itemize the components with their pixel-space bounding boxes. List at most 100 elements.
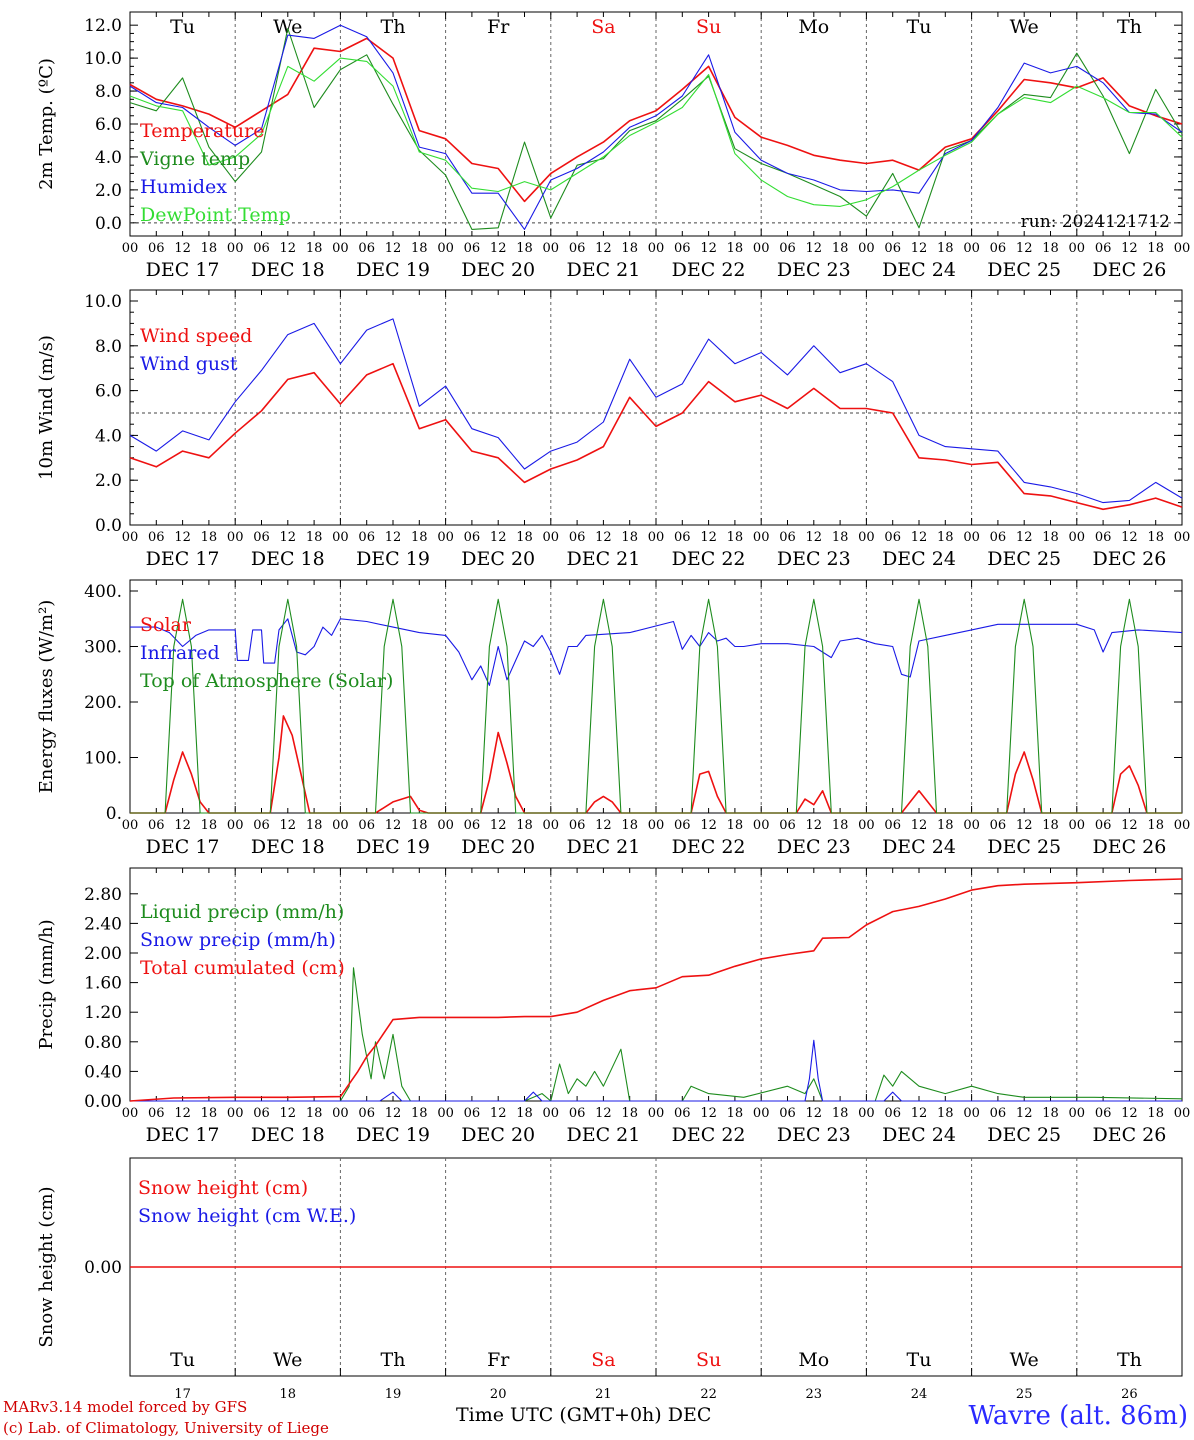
day-number-label: 21 xyxy=(595,1387,612,1402)
hour-tick-label: 06 xyxy=(148,1106,165,1121)
hour-tick-label: 12 xyxy=(174,530,191,545)
hour-tick-label: 06 xyxy=(779,241,796,256)
date-label: DEC 24 xyxy=(882,548,956,570)
y-tick-label: 2.40 xyxy=(84,914,122,934)
hour-tick-label: 06 xyxy=(358,1106,375,1121)
weekday-label: We xyxy=(273,1349,302,1371)
y-tick-label: 1.20 xyxy=(84,1003,122,1023)
y-tick-label: 4.0 xyxy=(95,148,122,168)
date-label: DEC 25 xyxy=(987,259,1061,281)
hour-tick-label: 06 xyxy=(884,241,901,256)
day-number-label: 18 xyxy=(280,1387,297,1402)
hour-tick-label: 06 xyxy=(779,818,796,833)
hour-tick-label: 00 xyxy=(122,530,139,545)
hour-tick-label: 12 xyxy=(174,241,191,256)
day-number-label: 22 xyxy=(700,1387,717,1402)
weekday-label: Tu xyxy=(907,16,932,38)
hour-tick-label: 06 xyxy=(464,241,481,256)
hour-tick-label: 18 xyxy=(832,241,849,256)
date-label: DEC 23 xyxy=(777,259,851,281)
series-line-vigne-temp xyxy=(129,27,1183,230)
hour-tick-label: 12 xyxy=(490,1106,507,1121)
hour-tick-label: 00 xyxy=(648,1106,665,1121)
hour-tick-label: 12 xyxy=(1016,1106,1033,1121)
date-label: DEC 22 xyxy=(672,259,746,281)
panel-energy: 00 06 12 18 00 06 12 18 00 06 12 18 00 06 12 18 00 06 12 18… xyxy=(36,579,1191,858)
hour-tick-label: 00 xyxy=(543,530,560,545)
y-tick-label: 12.0 xyxy=(84,16,122,36)
hour-tick-label: 18 xyxy=(516,818,533,833)
series-line-humidex xyxy=(129,24,1183,230)
hour-tick-label: 18 xyxy=(411,241,428,256)
hour-tick-label: 12 xyxy=(490,530,507,545)
hour-tick-label: 00 xyxy=(648,530,665,545)
y-tick-label: 2.0 xyxy=(95,471,122,491)
hour-tick-label: 00 xyxy=(227,818,244,833)
hour-tick-label: 12 xyxy=(490,818,507,833)
hour-tick-label: 12 xyxy=(595,241,612,256)
hour-tick-label: 00 xyxy=(858,818,875,833)
hour-tick-label: 18 xyxy=(411,1106,428,1121)
hour-tick-label: 06 xyxy=(779,1106,796,1121)
weekday-label: Tu xyxy=(170,1349,195,1371)
hour-tick-label: 18 xyxy=(1147,818,1164,833)
hour-tick-label: 00 xyxy=(227,1106,244,1121)
legend-top-of-atmosphere-solar: Top of Atmosphere (Solar) xyxy=(140,670,393,692)
y-tick-label: 8.0 xyxy=(95,337,122,357)
hour-tick-label: 12 xyxy=(1016,530,1033,545)
y-tick-label: 0. xyxy=(106,804,122,824)
date-label: DEC 24 xyxy=(882,1124,956,1146)
legend-vigne-temp: Vigne temp xyxy=(139,148,250,170)
y-tick-label: 0.0 xyxy=(95,516,122,536)
hour-tick-label: 06 xyxy=(253,818,270,833)
hour-tick-label: 18 xyxy=(516,530,533,545)
legend-infrared: Infrared xyxy=(140,642,220,664)
weekday-label: Fr xyxy=(487,16,510,38)
hour-tick-label: 00 xyxy=(648,818,665,833)
legend-temperature: Temperature xyxy=(140,120,264,142)
date-label: DEC 26 xyxy=(1092,1124,1166,1146)
hour-tick-label: 06 xyxy=(358,530,375,545)
hour-tick-label: 12 xyxy=(385,241,402,256)
series-line-wind-speed xyxy=(129,362,1183,511)
y-tick-label: 6.0 xyxy=(95,115,122,135)
hour-tick-label: 12 xyxy=(280,1106,297,1121)
hour-tick-label: 18 xyxy=(937,530,954,545)
y-axis-label: Snow height (cm) xyxy=(36,1186,57,1347)
weekday-label: We xyxy=(273,16,302,38)
panel-snow: 17 18 19 20 21 22 23 24 25 26 0.00 Snow height (cm)… xyxy=(36,1157,1183,1402)
hour-tick-label: 00 xyxy=(1174,818,1191,833)
hour-tick-label: 00 xyxy=(543,818,560,833)
date-label: DEC 17 xyxy=(146,836,220,858)
series-line-total-cumulated-cm xyxy=(129,878,1183,1102)
hour-tick-label: 06 xyxy=(253,1106,270,1121)
hour-tick-label: 06 xyxy=(148,241,165,256)
hour-tick-label: 18 xyxy=(306,1106,323,1121)
date-label: DEC 20 xyxy=(461,1124,535,1146)
date-label: DEC 22 xyxy=(672,836,746,858)
hour-tick-label: 18 xyxy=(621,1106,638,1121)
hour-tick-label: 06 xyxy=(464,1106,481,1121)
series-line-wind-gust xyxy=(129,318,1183,504)
hour-tick-label: 06 xyxy=(1095,530,1112,545)
day-number-label: 20 xyxy=(490,1387,507,1402)
hour-tick-label: 06 xyxy=(674,818,691,833)
hour-tick-label: 00 xyxy=(1174,1106,1191,1121)
hour-tick-label: 06 xyxy=(358,241,375,256)
hour-tick-label: 12 xyxy=(806,1106,823,1121)
date-label: DEC 23 xyxy=(777,1124,851,1146)
legend-dewpoint-temp: DewPoint Temp xyxy=(140,204,291,226)
hour-tick-label: 00 xyxy=(963,1106,980,1121)
weekday-label: Th xyxy=(1117,16,1142,38)
legend-total-cumulated-cm: Total cumulated (cm) xyxy=(140,957,345,979)
y-tick-label: 2.80 xyxy=(84,885,122,905)
hour-tick-label: 18 xyxy=(727,241,744,256)
date-label: DEC 21 xyxy=(566,548,640,570)
hour-tick-label: 00 xyxy=(858,241,875,256)
hour-tick-label: 06 xyxy=(990,818,1007,833)
hour-tick-label: 06 xyxy=(358,818,375,833)
hour-tick-label: 12 xyxy=(1121,818,1138,833)
y-tick-label: 2.00 xyxy=(84,944,122,964)
date-label: DEC 26 xyxy=(1092,548,1166,570)
hour-tick-label: 06 xyxy=(569,530,586,545)
